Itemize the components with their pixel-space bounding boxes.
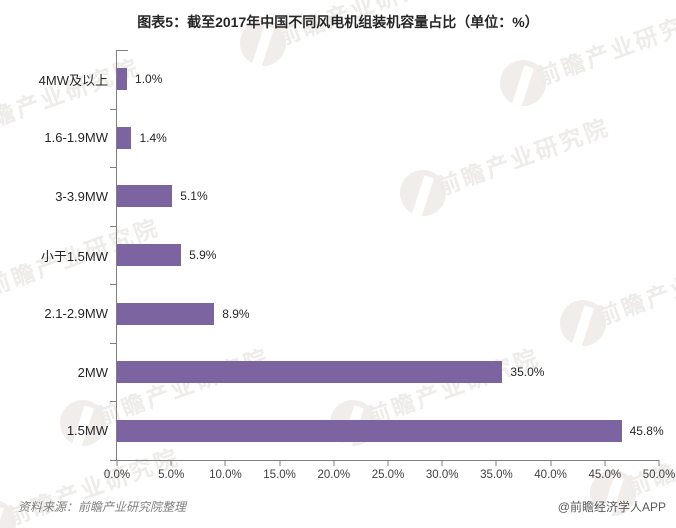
- x-axis-label: 30.0%: [425, 469, 459, 481]
- category-label: 2MW: [77, 364, 108, 380]
- bar-track: 5.9%: [116, 226, 668, 285]
- x-axis-label: 35.0%: [480, 469, 513, 481]
- chart-row: 1.6-1.9MW 1.4%: [8, 109, 668, 168]
- bar: [116, 302, 215, 325]
- x-axis-tick: [333, 460, 335, 466]
- value-label: 5.9%: [189, 248, 217, 263]
- x-axis-label: 40.0%: [534, 469, 567, 481]
- x-axis-tick: [550, 460, 552, 466]
- category-label: 3-3.9MW: [55, 188, 108, 204]
- bar-chart: 4MW及以上 1.0% 1.6-1.9MW 1.4% 3-3.9MW 5.1% 小于1.5M…: [8, 50, 668, 460]
- category-label: 4MW及以上: [38, 72, 108, 88]
- category-label: 1.5MW: [66, 423, 108, 439]
- x-axis-label: 5.0%: [158, 469, 185, 481]
- chart-row: 小于1.5MW 5.9%: [8, 226, 668, 285]
- chart-title: 图表5：截至2017年中国不同风电机组装机容量占比（单位：%）: [137, 14, 539, 30]
- chart-rows: 4MW及以上 1.0% 1.6-1.9MW 1.4% 3-3.9MW 5.1% 小于1.5M…: [8, 50, 668, 460]
- x-axis-label: 20.0%: [317, 469, 351, 481]
- chart-row: 1.5MW 45.8%: [8, 401, 668, 460]
- x-axis-label: 50.0%: [642, 469, 676, 481]
- x-axis-label: 10.0%: [209, 469, 242, 481]
- bar-track: 1.0%: [116, 50, 668, 109]
- watermark-logo-icon: [0, 500, 16, 528]
- x-axis-tick: [658, 460, 660, 466]
- category-label: 1.6-1.9MW: [44, 130, 108, 146]
- category-label: 小于1.5MW: [40, 248, 108, 264]
- x-axis-tick: [224, 460, 226, 466]
- bar-track: 35.0%: [116, 343, 668, 402]
- bar: [116, 419, 622, 442]
- x-axis-tick: [604, 460, 606, 466]
- x-axis-tick: [279, 460, 281, 466]
- y-axis-tick: [110, 460, 116, 461]
- chart-row: 4MW及以上 1.0%: [8, 50, 668, 109]
- value-label: 8.9%: [222, 306, 250, 321]
- bar: [116, 126, 132, 149]
- x-axis-label: 15.0%: [263, 469, 296, 481]
- value-label: 5.1%: [180, 189, 208, 204]
- x-axis-tick: [441, 460, 443, 466]
- credit-note: @前瞻经济学人APP: [557, 500, 666, 514]
- source-note: 资料来源：前瞻产业研究院整理: [18, 500, 187, 514]
- chart-row: 2.1-2.9MW 8.9%: [8, 284, 668, 343]
- chart-row: 3-3.9MW 5.1%: [8, 167, 668, 226]
- value-label: 1.4%: [139, 130, 167, 145]
- x-axis-label: 25.0%: [371, 469, 405, 481]
- x-axis-tick: [116, 460, 118, 466]
- x-axis-tick: [495, 460, 497, 466]
- value-label: 35.0%: [510, 365, 545, 380]
- bar-track: 8.9%: [116, 284, 668, 343]
- value-label: 45.8%: [629, 423, 664, 438]
- value-label: 1.0%: [135, 72, 163, 87]
- bar-track: 5.1%: [116, 167, 668, 226]
- chart-row: 2MW 35.0%: [8, 343, 668, 402]
- bar-track: 1.4%: [116, 109, 668, 168]
- x-axis-tick: [170, 460, 172, 466]
- bar: [116, 244, 182, 267]
- bar: [116, 68, 128, 91]
- bar: [116, 361, 503, 384]
- x-axis-label: 0.0%: [103, 469, 131, 481]
- bar: [116, 185, 173, 208]
- x-axis-label: 45.0%: [588, 469, 622, 481]
- bar-track: 45.8%: [116, 401, 668, 460]
- x-axis-tick: [387, 460, 389, 466]
- category-label: 2.1-2.9MW: [44, 306, 108, 322]
